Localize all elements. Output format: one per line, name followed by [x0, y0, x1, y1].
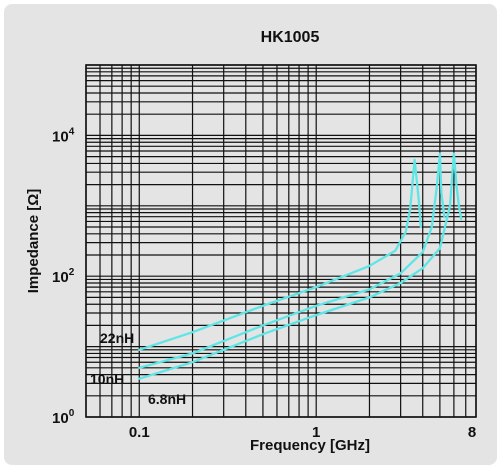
series-label-6-8nh: 6.8nH	[148, 391, 186, 407]
y-tick-labels: 100 102 104	[52, 126, 75, 427]
y-tick-label: 104	[52, 126, 75, 145]
y-tick-label: 100	[52, 408, 75, 427]
series-line-6-8nh	[138, 152, 463, 380]
grid	[85, 64, 477, 418]
x-axis-label: Frequency [GHz]	[250, 437, 370, 454]
chart-title: HK1005	[261, 29, 320, 46]
plot-border	[85, 64, 477, 418]
series-line-22nh	[138, 158, 422, 351]
series-label-22nh: 22nH	[100, 330, 134, 346]
x-tick-label: 1	[312, 424, 320, 441]
x-tick-label: 8	[468, 424, 476, 441]
y-axis-label: Impedance [Ω]	[25, 189, 42, 294]
x-tick-label: 0.1	[129, 424, 150, 441]
plot-area	[86, 65, 476, 417]
y-tick-label: 102	[52, 267, 75, 286]
series-lines	[138, 152, 463, 380]
series-label-10nh: 10nH	[90, 371, 124, 387]
x-tick-labels: 0.1 1 8	[129, 424, 476, 441]
series-labels: 22nH 10nH 6.8nH	[90, 330, 186, 407]
series-line-10nh	[138, 152, 446, 369]
